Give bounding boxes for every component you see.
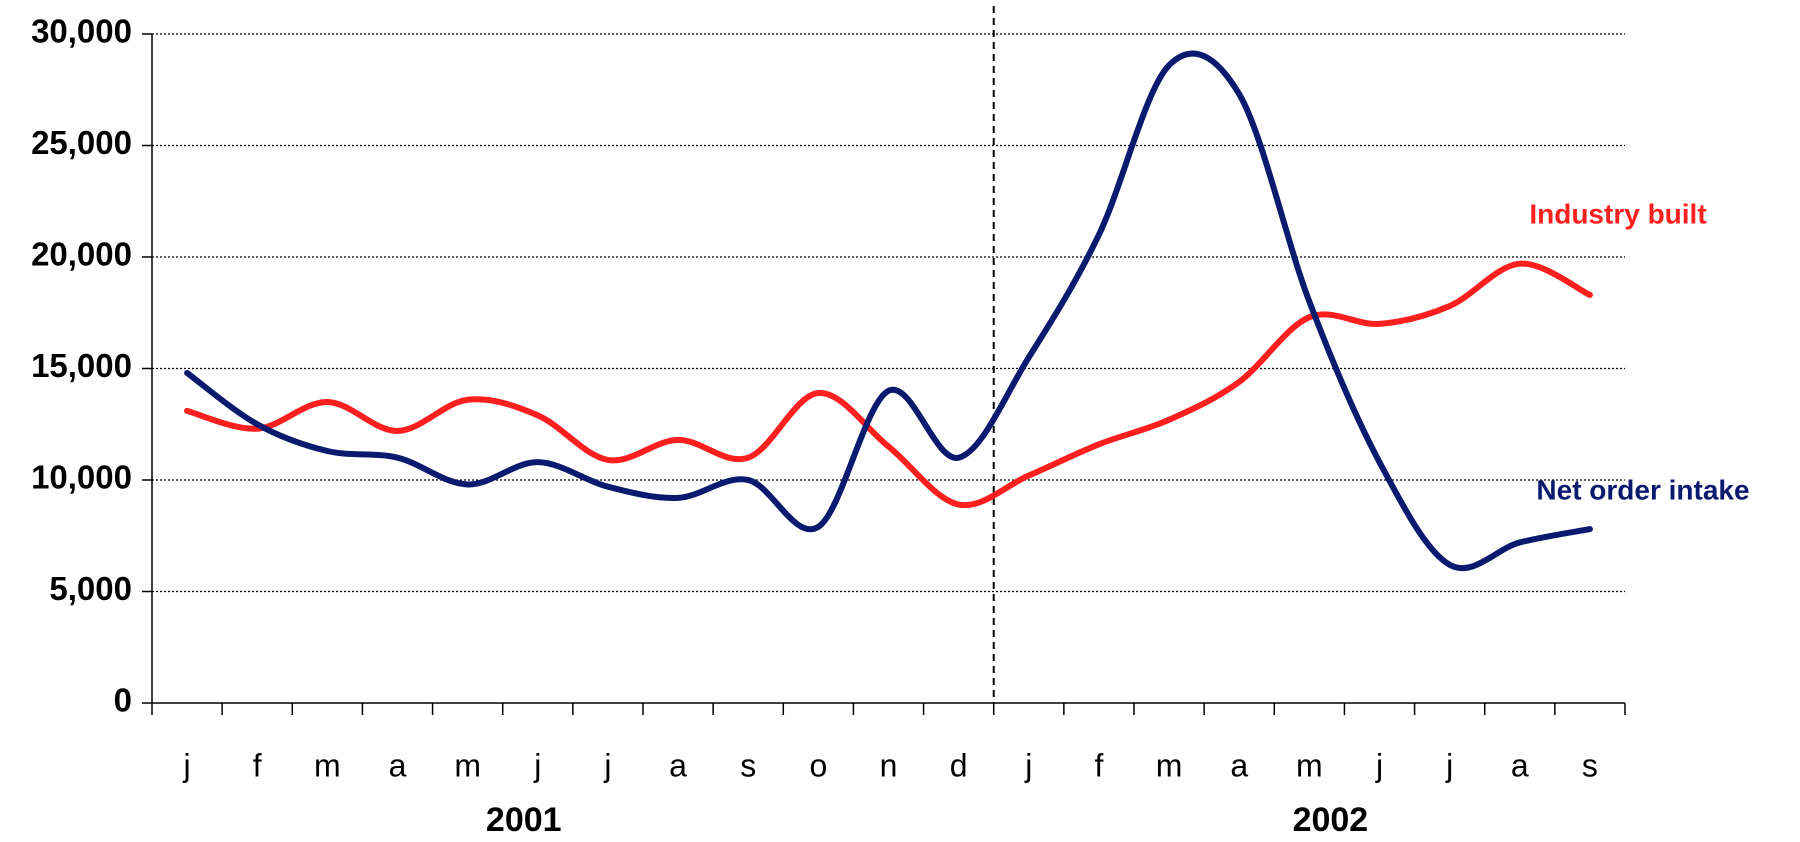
year-label: 2001 <box>486 801 562 839</box>
x-tick-label: j <box>183 747 191 783</box>
x-tick-label: j <box>1445 747 1453 783</box>
y-tick-label: 30,000 <box>31 13 132 50</box>
x-tick-label: m <box>454 747 481 783</box>
x-tick-label: n <box>880 747 898 783</box>
year-label: 2002 <box>1293 801 1369 839</box>
y-tick-label: 15,000 <box>31 347 132 384</box>
x-tick-label: d <box>950 747 968 783</box>
series-label: Industry built <box>1529 198 1706 229</box>
x-tick-label: m <box>1156 747 1183 783</box>
y-tick-label: 25,000 <box>31 124 132 161</box>
y-tick-label: 10,000 <box>31 459 132 496</box>
x-tick-label: m <box>1296 747 1323 783</box>
x-tick-label: f <box>1094 747 1103 783</box>
x-tick-label: a <box>669 747 687 783</box>
x-tick-label: m <box>314 747 341 783</box>
y-tick-label: 5,000 <box>49 570 132 607</box>
x-tick-label: o <box>809 747 827 783</box>
x-tick-label: f <box>253 747 262 783</box>
x-tick-label: a <box>1230 747 1248 783</box>
x-tick-label: s <box>740 747 756 783</box>
x-tick-label: s <box>1582 747 1598 783</box>
x-tick-label: a <box>389 747 407 783</box>
y-tick-label: 0 <box>114 682 132 719</box>
line-series <box>184 50 1593 572</box>
series-label: Net order intake <box>1536 474 1749 505</box>
x-tick-label: j <box>533 747 541 783</box>
x-tick-label: j <box>603 747 611 783</box>
y-tick-label: 20,000 <box>31 236 132 273</box>
x-tick-label: j <box>1375 747 1383 783</box>
x-tick-label: a <box>1511 747 1529 783</box>
x-tick-label: j <box>1024 747 1032 783</box>
line-series <box>184 260 1593 509</box>
